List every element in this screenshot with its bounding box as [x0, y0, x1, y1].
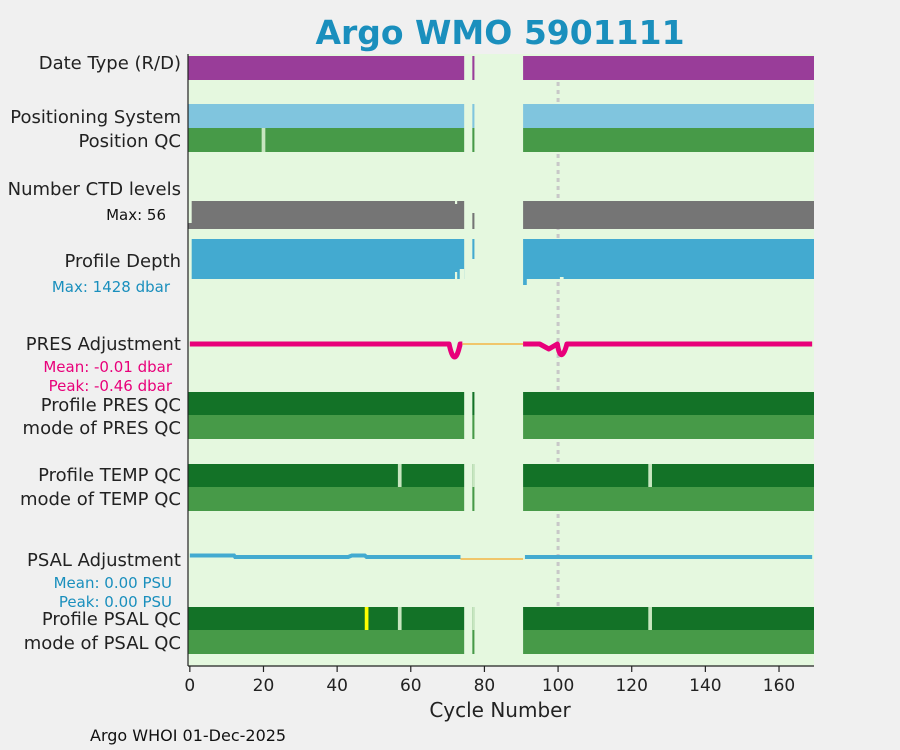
pres-adjustment-line-b: [523, 341, 813, 358]
ctd-notch-start: [188, 201, 192, 223]
psal-qc-flag-1: [648, 607, 652, 630]
temp-qc-flag-1: [648, 464, 652, 487]
position-qc-bar-segment-0: [188, 128, 465, 152]
depth-notch-a: [454, 272, 458, 279]
depth-max-label: Max: 1428 dbar: [52, 278, 171, 296]
row-label-profile-pres-qc: Profile PRES QC: [41, 395, 181, 416]
profile-depth-bar-segment-0: [188, 239, 465, 279]
pres-adjustment-line-a: [189, 341, 463, 360]
positioning-bar-segment-2: [523, 104, 814, 128]
row-label-profile-depth: Profile Depth: [64, 251, 181, 272]
row-label-profile-psal-qc: Profile PSAL QC: [42, 609, 181, 630]
x-tick-label-40: 40: [326, 676, 348, 696]
depth-notch-start: [188, 239, 192, 279]
row-label-data-type: Date Type (R/D): [39, 53, 181, 74]
profile-temp-qc-bar-segment-2: [523, 464, 814, 487]
positioning-bar-segment-1: [472, 104, 475, 128]
plot-area: [188, 54, 814, 666]
mode-pres-qc-bar-segment-1: [472, 415, 475, 439]
ctd-notch-a: [454, 201, 458, 204]
profile-temp-qc-bar-segment-0: [188, 464, 465, 487]
depth-tail-a: [523, 279, 527, 285]
row-label-mode-pres-qc: mode of PRES QC: [23, 418, 181, 439]
psal-qc-flag-0: [397, 607, 402, 630]
mode-pres-qc-bar-segment-2: [523, 415, 814, 439]
data-type-bar-segment-2: [523, 56, 814, 80]
psal-qc-bad-0: [364, 607, 369, 630]
ctd-levels-bar-segment-1: [472, 213, 475, 229]
x-tick-label-100: 100: [542, 676, 574, 696]
mode-temp-qc-bar-segment-1: [472, 487, 475, 511]
row-label-mode-psal-qc: mode of PSAL QC: [24, 633, 181, 654]
temp-qc-flag-0: [397, 464, 402, 487]
x-tick-label-140: 140: [689, 676, 721, 696]
row-label-positioning: Positioning System: [10, 107, 181, 128]
depth-notch-c: [559, 277, 564, 279]
x-tick-label-120: 120: [615, 676, 647, 696]
row-label-ctd-levels: Number CTD levels: [8, 179, 181, 200]
row-label-psal-adjustment: PSAL Adjustment: [27, 550, 181, 571]
data-type-bar-segment-0: [188, 56, 465, 80]
mode-psal-qc-bar-segment-2: [523, 630, 814, 654]
gap-filler-2: [472, 607, 475, 630]
row-label-pres-adjustment: PRES Adjustment: [26, 334, 181, 355]
x-axis-ticks: 0 20 40 60 80 100 120 140 160: [184, 666, 795, 696]
pres-mean-label: Mean: -0.01 dbar: [43, 358, 173, 376]
profile-pres-qc-bar-segment-0: [188, 392, 465, 415]
position-qc-flag-0: [261, 128, 266, 152]
psal-adjustment-line-a: [189, 553, 461, 559]
x-tick-label-0: 0: [184, 676, 195, 696]
profile-psal-qc-bar-segment-0: [188, 607, 465, 630]
depth-notch-b: [459, 269, 465, 279]
profile-depth-bar-segment-2: [523, 239, 814, 279]
chart-title: Argo WMO 5901111: [315, 13, 684, 52]
pres-peak-label: Peak: -0.46 dbar: [49, 377, 173, 395]
position-qc-bar-segment-1: [472, 128, 475, 152]
profile-depth-bar-segment-1: [472, 239, 475, 259]
profile-pres-qc-bar-segment-1: [472, 392, 475, 415]
x-tick-label-20: 20: [253, 676, 275, 696]
row-label-mode-temp-qc: mode of TEMP QC: [20, 489, 181, 510]
footer-credit: Argo WHOI 01-Dec-2025: [90, 726, 286, 745]
x-axis-label: Cycle Number: [429, 698, 571, 722]
data-type-bar-segment-1: [472, 56, 475, 80]
mode-psal-qc-bar-segment-0: [188, 630, 465, 654]
row-label-profile-temp-qc: Profile TEMP QC: [38, 465, 181, 486]
profile-psal-qc-bar-segment-2: [523, 607, 814, 630]
psal-mean-label: Mean: 0.00 PSU: [54, 574, 172, 592]
mode-psal-qc-bar-segment-1: [472, 630, 475, 654]
chart-marks: [188, 56, 814, 654]
mode-temp-qc-bar-segment-2: [523, 487, 814, 511]
x-tick-label-60: 60: [400, 676, 422, 696]
ctd-max-label: Max: 56: [106, 206, 166, 224]
x-tick-label-160: 160: [763, 676, 795, 696]
ctd-levels-bar-segment-2: [523, 201, 814, 229]
mode-pres-qc-bar-segment-0: [188, 415, 465, 439]
row-label-position-qc: Position QC: [78, 131, 181, 152]
position-qc-bar-segment-2: [523, 128, 814, 152]
ctd-levels-bar-segment-0: [188, 201, 465, 229]
mode-temp-qc-bar-segment-0: [188, 487, 465, 511]
positioning-bar-segment-0: [188, 104, 465, 128]
x-tick-label-80: 80: [474, 676, 496, 696]
gap-filler-1: [472, 464, 475, 487]
profile-pres-qc-bar-segment-2: [523, 392, 814, 415]
psal-peak-label: Peak: 0.00 PSU: [59, 593, 172, 611]
